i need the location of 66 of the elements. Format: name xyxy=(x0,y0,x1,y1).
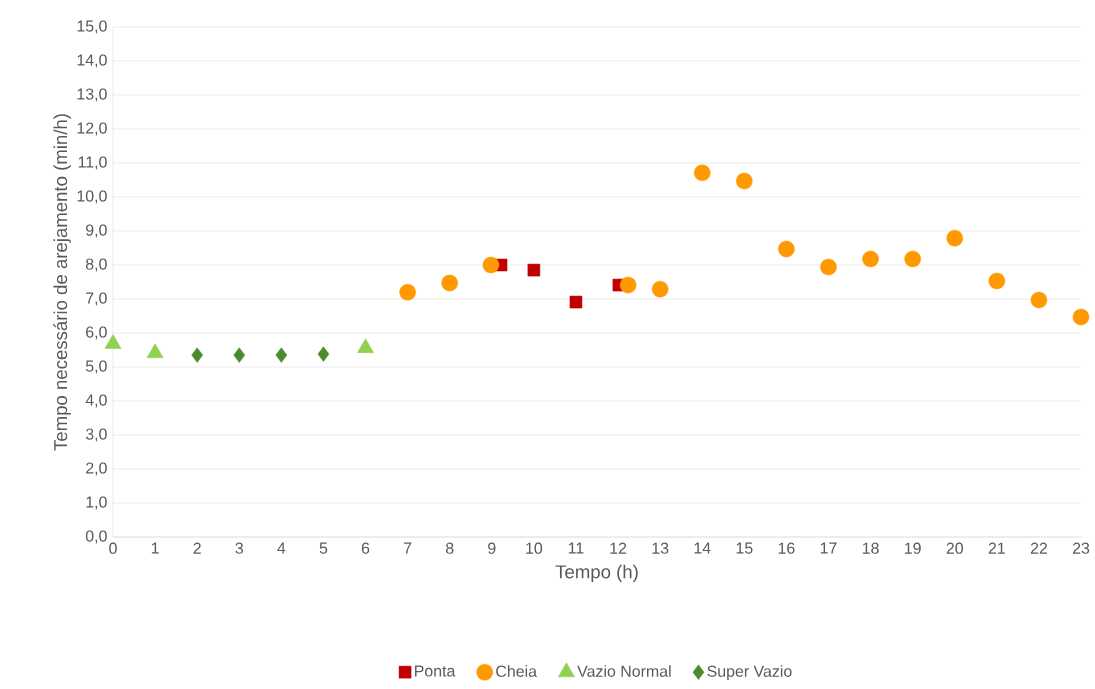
point xyxy=(317,346,330,362)
point xyxy=(191,347,203,363)
point xyxy=(233,347,246,363)
x-tick-label: 19 xyxy=(905,542,921,554)
x-tick-label: 2 xyxy=(193,542,201,554)
x-tick-label: 8 xyxy=(445,542,454,554)
y-tick-label: 12,0 xyxy=(77,122,107,136)
point xyxy=(482,256,500,274)
x-tick-label: 12 xyxy=(610,542,627,554)
x-tick-label: 4 xyxy=(277,542,286,554)
x-tick-label: 10 xyxy=(526,542,543,554)
x-tick-label: 5 xyxy=(319,542,328,554)
y-tick-label: 3,0 xyxy=(85,428,107,442)
point xyxy=(527,263,541,277)
x-tick-label: 0 xyxy=(109,542,117,554)
y-tick-label: 9,0 xyxy=(86,224,107,238)
point xyxy=(651,280,669,298)
y-tick-label: 5,0 xyxy=(85,360,107,374)
x-tick-label: 16 xyxy=(778,542,795,554)
y-tick-label: 13,0 xyxy=(77,88,107,102)
point xyxy=(820,258,837,276)
point xyxy=(275,347,288,363)
x-tick-label: 15 xyxy=(736,542,753,554)
legend-label: Vazio Normal xyxy=(577,665,671,677)
point xyxy=(619,276,637,294)
y-tick-label: 10,0 xyxy=(77,190,107,204)
point xyxy=(569,295,583,309)
point xyxy=(904,250,921,268)
x-tick-label: 3 xyxy=(235,542,243,554)
legend-label: Super Vazio xyxy=(707,665,792,681)
legend-label: Cheia xyxy=(496,665,537,677)
y-tick-label: 0,0 xyxy=(85,530,107,544)
point xyxy=(988,272,1006,290)
x-tick-label: 7 xyxy=(403,542,412,554)
y-axis-title: Tempo necessário de arejamento (min/h) xyxy=(53,114,71,451)
point xyxy=(693,164,711,182)
legend-label: Ponta xyxy=(415,665,456,677)
x-tick-label: 23 xyxy=(1072,542,1090,554)
y-tick-label: 7,0 xyxy=(86,292,107,306)
y-tick-label: 2,0 xyxy=(86,462,107,476)
point xyxy=(441,274,458,292)
x-tick-label: 9 xyxy=(488,542,496,554)
x-tick-label: 6 xyxy=(361,542,370,554)
x-axis-title: Tempo (h) xyxy=(555,564,638,583)
point xyxy=(1030,291,1048,309)
point xyxy=(399,283,416,301)
x-tick-label: 21 xyxy=(988,542,1005,554)
point xyxy=(946,229,964,247)
point xyxy=(778,240,795,258)
point xyxy=(862,250,879,268)
x-tick-label: 20 xyxy=(946,542,963,554)
y-tick-label: 8,0 xyxy=(85,258,107,272)
y-tick-label: 4,0 xyxy=(85,394,107,408)
y-tick-label: 1,0 xyxy=(86,496,107,510)
x-tick-label: 14 xyxy=(694,542,711,554)
x-tick-label: 17 xyxy=(820,542,837,554)
point xyxy=(736,172,753,190)
y-tick-label: 15,0 xyxy=(77,20,107,34)
x-tick-label: 11 xyxy=(568,542,584,554)
x-tick-label: 18 xyxy=(862,542,879,554)
x-tick-label: 22 xyxy=(1030,542,1047,554)
x-tick-label: 1 xyxy=(151,542,159,554)
y-tick-label: 6,0 xyxy=(86,326,107,340)
y-tick-label: 11,0 xyxy=(78,156,107,170)
y-tick-label: 14,0 xyxy=(77,54,107,68)
x-tick-label: 13 xyxy=(652,542,669,554)
